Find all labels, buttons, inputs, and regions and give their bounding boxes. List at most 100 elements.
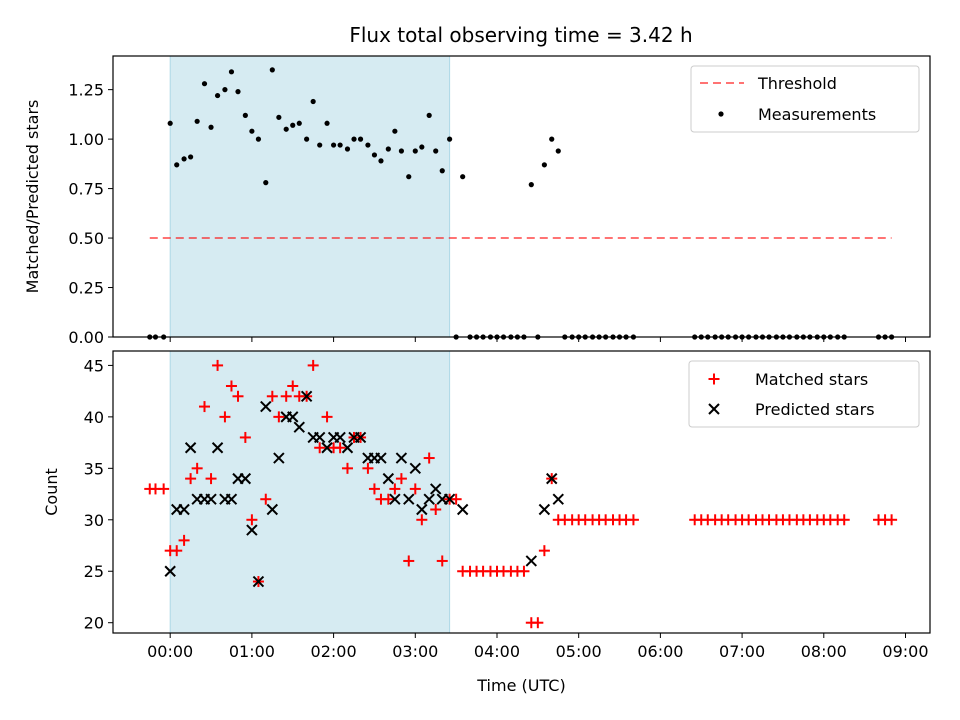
matched-star-point bbox=[362, 462, 374, 474]
measurement-point bbox=[351, 136, 357, 142]
predicted-star-point bbox=[389, 493, 401, 505]
matched-star-point bbox=[430, 503, 442, 515]
legend-threshold-label: Threshold bbox=[757, 74, 837, 93]
matched-star-point bbox=[273, 411, 285, 423]
predicted-star-point bbox=[409, 462, 421, 475]
measurement-point bbox=[357, 136, 364, 142]
measurement-point bbox=[283, 126, 289, 132]
predicted-star-point bbox=[430, 483, 442, 495]
predicted-star-point bbox=[260, 400, 272, 413]
x-tick-label: 08:00 bbox=[801, 642, 847, 661]
legend-measurement-swatch bbox=[718, 111, 724, 117]
matched-star-point bbox=[225, 380, 237, 392]
observing-window-shade bbox=[169, 350, 451, 634]
measurement-point bbox=[310, 98, 316, 105]
predicted-star-point bbox=[341, 442, 354, 454]
ratio-y-tick-label: 1.25 bbox=[68, 81, 104, 100]
ratio-y-tick-label: 0.00 bbox=[68, 328, 104, 347]
count-panel: 20 25 30 35 40 45 00:00 01:00 02:00 03:00 04:00 05:… bbox=[42, 350, 931, 695]
measurement-point bbox=[555, 148, 561, 154]
matched-star-point bbox=[260, 493, 272, 505]
measurement-point bbox=[528, 182, 534, 188]
predicted-star-point bbox=[525, 555, 538, 567]
predicted-star-point bbox=[205, 493, 217, 505]
measurement-point bbox=[201, 81, 208, 87]
measurement-point bbox=[276, 114, 282, 120]
measurement-point bbox=[249, 128, 255, 134]
measurement-point bbox=[269, 67, 275, 73]
chart-title: Flux total observing time = 3.42 h bbox=[349, 23, 692, 47]
matched-star-point bbox=[171, 545, 183, 557]
predicted-star-point bbox=[354, 431, 367, 444]
measurement-point bbox=[549, 136, 555, 142]
legend-measurement-label: Measurements bbox=[758, 105, 876, 124]
measurement-point bbox=[439, 168, 445, 174]
legend-predicted-label: Predicted stars bbox=[755, 400, 875, 419]
matched-star-point bbox=[239, 431, 251, 443]
predicted-star-point bbox=[266, 503, 279, 516]
count-y-tick-label: 40 bbox=[84, 408, 104, 427]
measurement-point bbox=[330, 142, 337, 148]
measurement-point bbox=[385, 146, 391, 152]
legend-matched-label: Matched stars bbox=[755, 370, 868, 389]
measurement-point bbox=[214, 92, 221, 99]
predicted-star-point bbox=[313, 431, 326, 444]
matched-star-point bbox=[307, 359, 319, 371]
measurement-point bbox=[174, 162, 180, 168]
ratio-y-axis-label: Matched/Predicted stars bbox=[23, 100, 42, 294]
measurement-point bbox=[337, 142, 343, 148]
measurement-point bbox=[324, 120, 330, 126]
ratio-axes-frame bbox=[112, 55, 931, 338]
x-tick-label: 09:00 bbox=[882, 642, 928, 661]
predicted-star-point bbox=[246, 524, 258, 536]
matched-star-point bbox=[450, 493, 462, 505]
matched-star-point bbox=[219, 411, 231, 423]
x-tick-label: 07:00 bbox=[719, 642, 765, 661]
measurement-point bbox=[235, 89, 241, 95]
matched-star-point bbox=[232, 390, 244, 402]
matched-star-point bbox=[395, 473, 407, 485]
measurement-point bbox=[181, 156, 187, 162]
count-y-tick-label: 45 bbox=[84, 356, 104, 375]
predicted-star-point bbox=[273, 452, 285, 464]
matched-star-point bbox=[246, 514, 258, 526]
matched-star-point bbox=[205, 473, 217, 485]
count-y-tick-label: 30 bbox=[84, 511, 104, 530]
predicted-star-point bbox=[375, 452, 387, 464]
matched-star-point bbox=[199, 401, 211, 413]
ratio-y-tick-label: 0.75 bbox=[68, 180, 104, 199]
measurement-point bbox=[365, 142, 371, 148]
measurement-point bbox=[208, 124, 214, 130]
count-axes-frame bbox=[112, 350, 931, 634]
measurement-point bbox=[188, 154, 194, 160]
observing-window-shade bbox=[169, 55, 451, 338]
matched-star-point bbox=[838, 514, 850, 526]
predicted-star-point bbox=[382, 472, 395, 485]
matched-star-point bbox=[314, 442, 326, 454]
matched-star-point bbox=[416, 514, 428, 526]
matched-star-point bbox=[368, 483, 380, 495]
predicted-star-point bbox=[178, 503, 190, 516]
measurement-point bbox=[433, 148, 439, 154]
measurement-point bbox=[398, 148, 405, 154]
x-tick-label: 00:00 bbox=[147, 642, 193, 661]
matched-star-point bbox=[158, 483, 170, 495]
matched-star-point bbox=[341, 462, 353, 474]
predicted-star-point bbox=[546, 472, 558, 485]
x-tick-label: 01:00 bbox=[229, 642, 275, 661]
predicted-star-point bbox=[164, 565, 176, 577]
predicted-star-point bbox=[211, 442, 224, 454]
count-y-axis-label: Count bbox=[42, 468, 61, 516]
measurement-point bbox=[392, 128, 398, 134]
predicted-star-point bbox=[184, 442, 197, 454]
matched-star-point bbox=[280, 390, 292, 402]
measurement-point bbox=[263, 180, 269, 186]
measurement-point bbox=[228, 69, 235, 75]
predicted-star-point bbox=[538, 503, 551, 516]
legend-matched-swatch bbox=[708, 373, 720, 385]
matched-star-point bbox=[423, 452, 435, 464]
x-tick-label: 02:00 bbox=[311, 642, 357, 661]
measurement-point bbox=[378, 158, 384, 164]
matched-star-point bbox=[334, 442, 346, 454]
